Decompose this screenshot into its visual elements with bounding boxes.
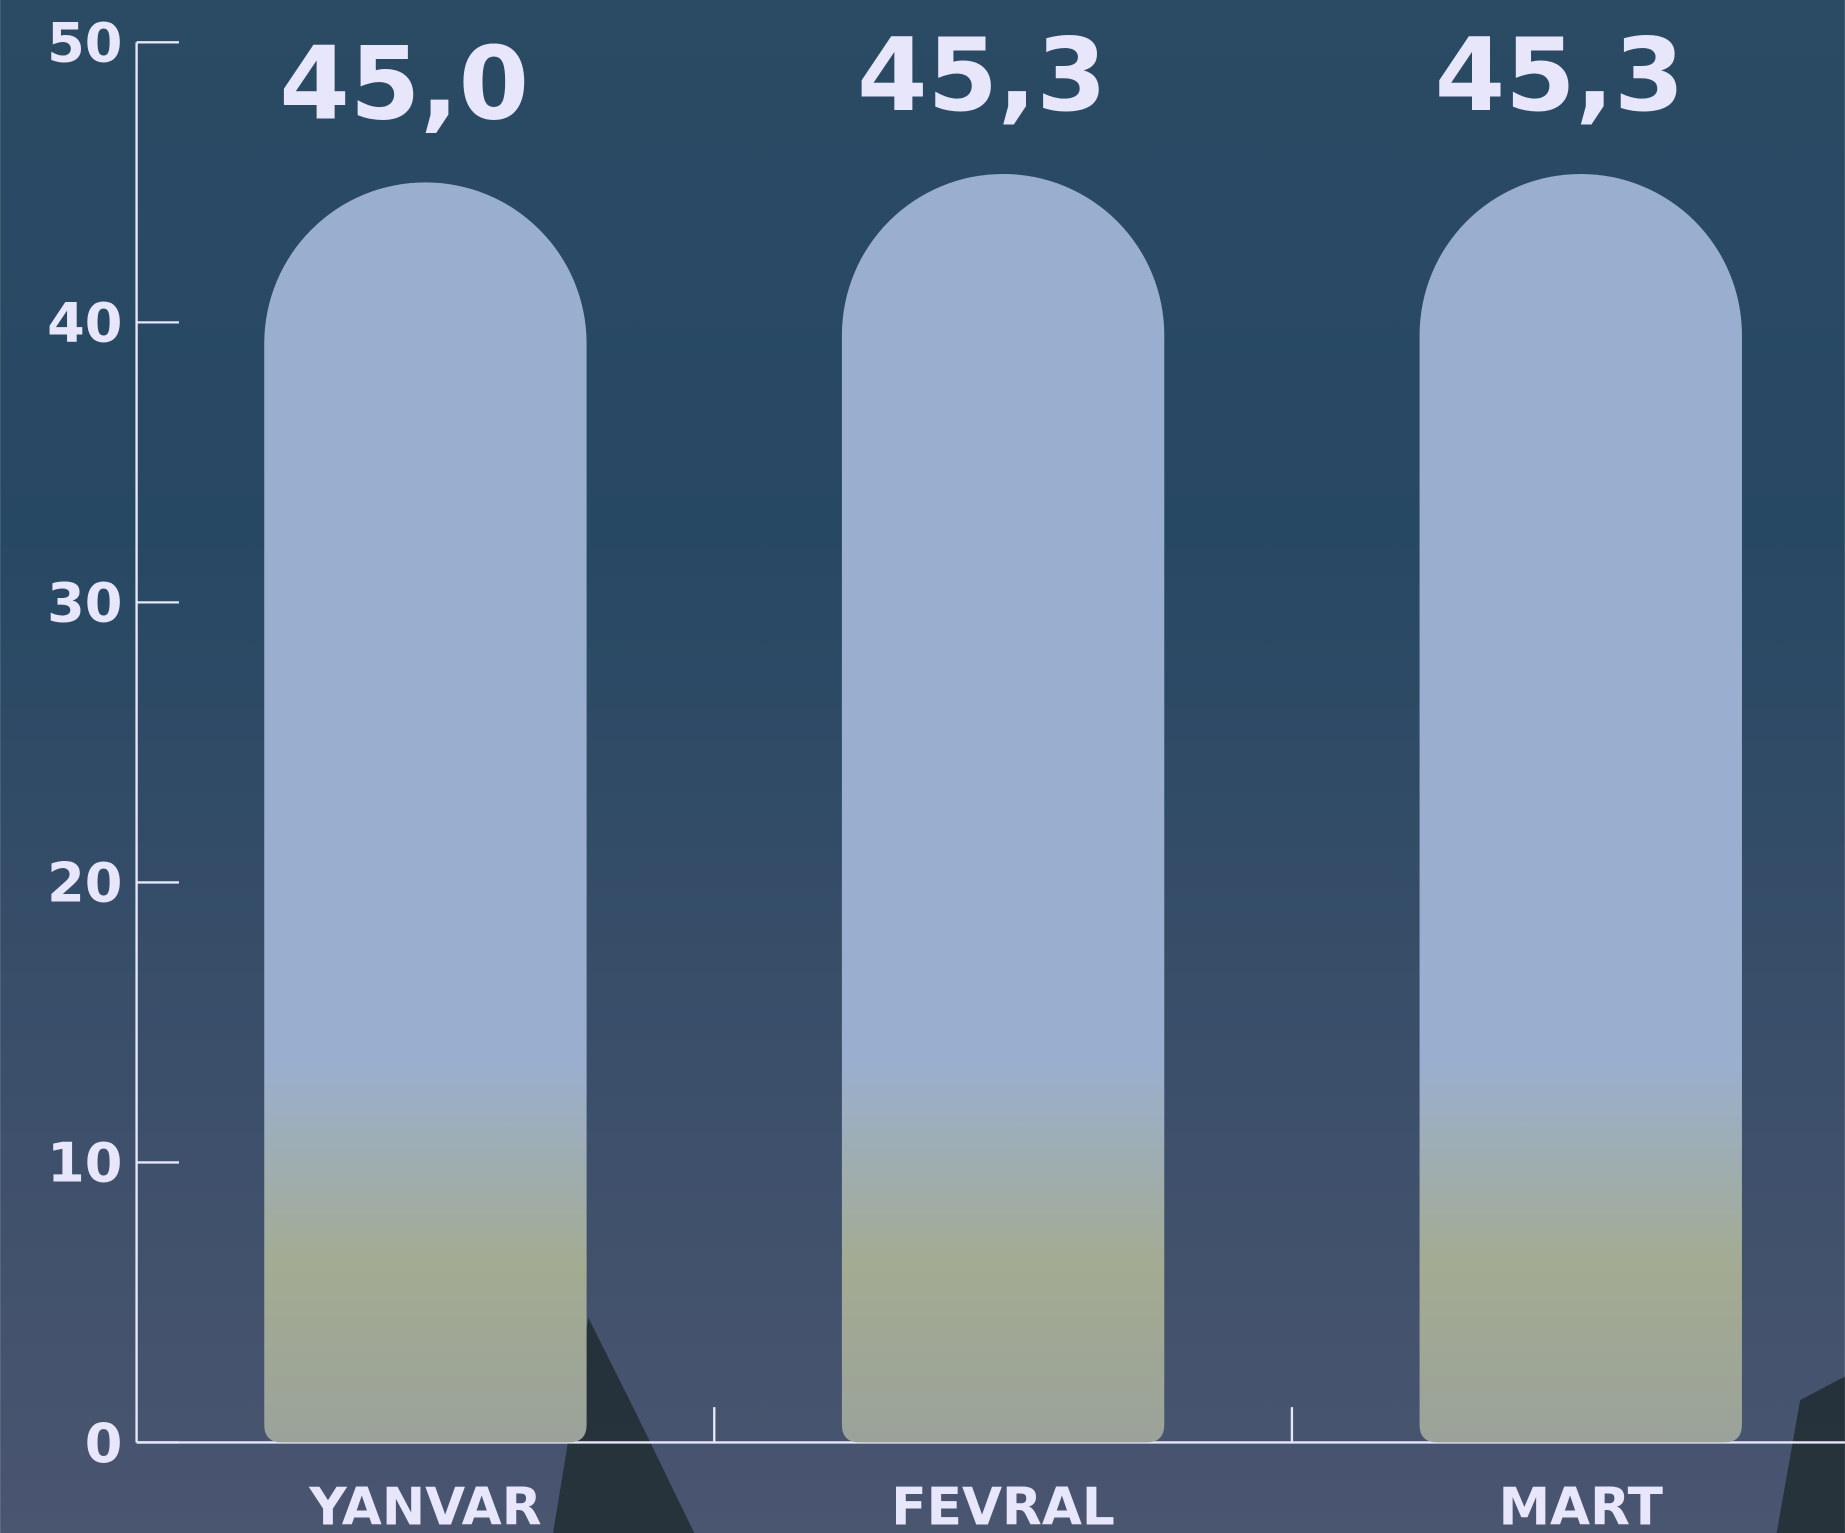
y-tick-label: 40	[47, 292, 122, 355]
value-label: 45,3	[1435, 16, 1685, 134]
value-label: 45,3	[857, 16, 1107, 134]
y-tick-label: 20	[47, 852, 122, 915]
y-tick-label: 50	[47, 12, 122, 75]
y-tick-label: 0	[85, 1412, 123, 1475]
x-tick-label: MART	[1499, 1478, 1664, 1533]
x-tick-label: YANVAR	[308, 1478, 541, 1533]
x-tick-label: FEVRAL	[891, 1478, 1115, 1533]
value-label: 45,0	[279, 24, 529, 142]
tree-silhouette	[553, 1317, 695, 1533]
y-tick-label: 30	[47, 572, 122, 635]
bar	[264, 182, 587, 1443]
bar	[841, 173, 1165, 1443]
bar	[1419, 173, 1742, 1443]
y-tick-label: 10	[47, 1132, 122, 1195]
tree-silhouette	[1776, 1376, 1845, 1533]
